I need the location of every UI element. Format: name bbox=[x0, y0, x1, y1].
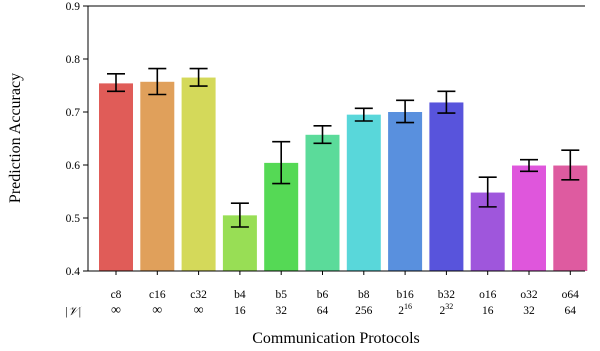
y-tick-label: 0.5 bbox=[66, 213, 81, 225]
bar-o64 bbox=[553, 165, 588, 271]
category-label-c32: c32 bbox=[190, 289, 207, 301]
vocab-size-b32: 232 bbox=[440, 302, 454, 317]
vocab-size-base: ∞ bbox=[111, 303, 121, 318]
bar-b16 bbox=[388, 112, 423, 271]
x-axis-title: Communication Protocols bbox=[252, 330, 420, 347]
bar-c8 bbox=[99, 83, 133, 271]
vocab-size-c8: ∞ bbox=[111, 303, 121, 318]
vocab-size-c16: ∞ bbox=[152, 303, 162, 318]
category-label-b5: b5 bbox=[275, 289, 287, 301]
vocab-size-b6: 64 bbox=[317, 305, 329, 317]
y-tick-label: 0.8 bbox=[66, 54, 81, 66]
category-label-c16: c16 bbox=[149, 289, 166, 301]
category-label-b6: b6 bbox=[317, 289, 329, 301]
bar-b32 bbox=[429, 102, 464, 272]
vocab-size-c32: ∞ bbox=[194, 303, 204, 318]
y-tick-label: 0.4 bbox=[66, 266, 81, 278]
vocab-size-base: 2 bbox=[440, 305, 446, 317]
category-label-o64: o64 bbox=[562, 289, 580, 301]
vocab-size-o32: 32 bbox=[523, 305, 535, 317]
vocab-size-base: ∞ bbox=[194, 303, 204, 318]
error-bars bbox=[107, 67, 580, 228]
y-axis-ticks: 0.4 0.5 0.6 0.7 0.8 0.9 bbox=[66, 1, 88, 278]
category-label-b16: b16 bbox=[396, 289, 414, 301]
y-axis-title: Prediction Accuracy bbox=[7, 73, 24, 203]
y-tick-label: 0.7 bbox=[66, 107, 81, 119]
vocab-size-base: 16 bbox=[482, 305, 494, 317]
category-label-c8: c8 bbox=[111, 289, 122, 301]
vocab-row-label: |𝒱| bbox=[65, 304, 82, 318]
category-label-b4: b4 bbox=[234, 289, 246, 301]
vocab-size-base: 16 bbox=[234, 305, 246, 317]
bar-c16 bbox=[140, 81, 175, 271]
category-label-o32: o32 bbox=[520, 289, 538, 301]
category-label-b8: b8 bbox=[358, 289, 370, 301]
vocab-size-base: 2 bbox=[398, 305, 404, 317]
vocab-size-b8: 256 bbox=[355, 305, 373, 317]
vocab-size-b4: 16 bbox=[234, 305, 246, 317]
vocab-size-exponent: 32 bbox=[445, 302, 453, 311]
bar-b6 bbox=[305, 134, 340, 271]
vocab-size-o16: 16 bbox=[482, 305, 494, 317]
y-tick-label: 0.9 bbox=[66, 1, 81, 13]
category-labels: c8 c16 c32 b4 b5 b6 b8 b16 b32 o16 o32 o64 bbox=[111, 271, 580, 301]
y-tick-label: 0.6 bbox=[66, 160, 81, 172]
vocab-size-base: 64 bbox=[565, 305, 577, 317]
vocab-size-base: 32 bbox=[523, 305, 535, 317]
bars bbox=[99, 77, 588, 272]
category-label-b32: b32 bbox=[438, 289, 456, 301]
vocab-size-base: 64 bbox=[317, 305, 329, 317]
vocab-size-o64: 64 bbox=[565, 305, 577, 317]
vocab-size-labels: ∞ ∞ ∞ 16 32 64 256 216 232 16 32 64 bbox=[111, 302, 576, 318]
vocab-size-base: ∞ bbox=[152, 303, 162, 318]
bar-c32 bbox=[181, 77, 216, 271]
vocab-size-b16: 216 bbox=[398, 302, 412, 317]
vocab-size-b5: 32 bbox=[275, 305, 287, 317]
vocab-size-base: 256 bbox=[355, 305, 373, 317]
bar-b8 bbox=[346, 114, 381, 272]
bar-o32 bbox=[512, 165, 546, 271]
category-label-o16: o16 bbox=[479, 289, 497, 301]
vocab-size-exponent: 16 bbox=[404, 302, 412, 311]
vocab-size-base: 32 bbox=[275, 305, 287, 317]
